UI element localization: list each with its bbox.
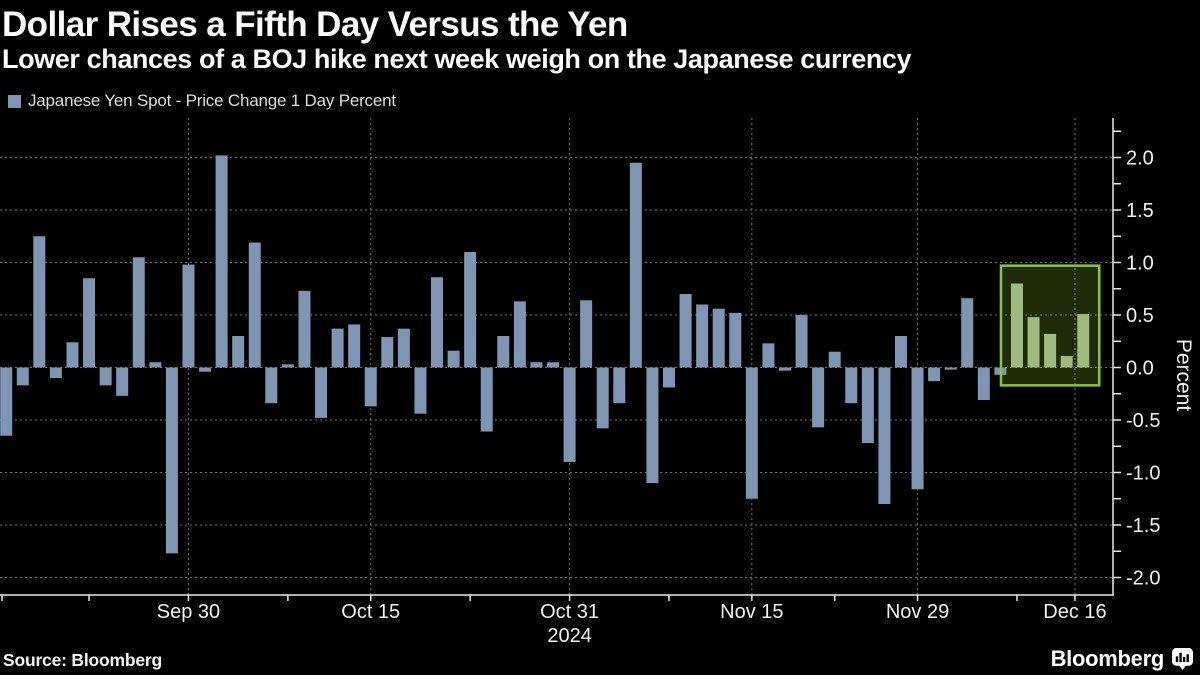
bar bbox=[563, 367, 576, 462]
bar bbox=[49, 367, 62, 378]
bar bbox=[248, 242, 261, 368]
bar bbox=[298, 290, 311, 368]
bar bbox=[331, 328, 344, 368]
y-tick-label: -1.0 bbox=[1126, 463, 1160, 485]
bar bbox=[1010, 283, 1023, 368]
x-tick-label: Sep 30 bbox=[157, 601, 220, 623]
chart-subtitle: Lower chances of a BOJ hike next week we… bbox=[2, 44, 912, 74]
bar bbox=[414, 367, 427, 414]
bar bbox=[795, 315, 808, 368]
y-tick-label: -2.0 bbox=[1126, 568, 1160, 590]
highlight-box bbox=[999, 264, 1101, 387]
bar bbox=[497, 336, 510, 368]
legend-label: Japanese Yen Spot - Price Change 1 Day P… bbox=[28, 91, 396, 110]
bar bbox=[696, 304, 709, 368]
bar bbox=[1077, 313, 1090, 368]
bar bbox=[0, 367, 13, 436]
bar bbox=[845, 367, 858, 404]
bar bbox=[894, 336, 907, 368]
bar bbox=[961, 298, 974, 368]
bar bbox=[977, 367, 990, 401]
bar bbox=[580, 300, 593, 368]
bar bbox=[182, 264, 195, 368]
bar bbox=[66, 342, 79, 368]
y-tick-label: 2.0 bbox=[1126, 148, 1154, 170]
bar bbox=[132, 257, 145, 368]
bar bbox=[281, 364, 294, 368]
x-tick-label: Dec 16 bbox=[1043, 601, 1106, 623]
bar bbox=[729, 312, 742, 368]
bar bbox=[232, 336, 245, 368]
bar bbox=[762, 343, 775, 368]
bar bbox=[613, 367, 626, 404]
bloomberg-logo-text: Bloomberg bbox=[1050, 646, 1165, 671]
bar bbox=[1027, 317, 1040, 368]
bar bbox=[1044, 333, 1057, 368]
x-tick-label: Nov 29 bbox=[886, 601, 949, 623]
bloomberg-logo: Bloomberg bbox=[1051, 646, 1193, 672]
x-axis-year-label: 2024 bbox=[547, 625, 592, 647]
bar bbox=[878, 367, 891, 504]
x-tick-label: Nov 15 bbox=[720, 601, 783, 623]
y-tick-label: 0.0 bbox=[1126, 358, 1154, 380]
bar bbox=[828, 351, 841, 368]
bar bbox=[596, 367, 609, 429]
y-tick-label: 1.0 bbox=[1126, 253, 1154, 275]
bar bbox=[265, 367, 278, 404]
bloomberg-chart-bubble-icon bbox=[1172, 647, 1193, 670]
bar bbox=[480, 367, 493, 432]
bar bbox=[547, 362, 560, 368]
bar bbox=[911, 367, 924, 490]
y-axis-title: Percent bbox=[1172, 339, 1195, 412]
bar bbox=[679, 294, 692, 368]
bar bbox=[712, 308, 725, 368]
bar bbox=[447, 350, 460, 368]
bar bbox=[83, 278, 96, 368]
bar bbox=[464, 252, 477, 368]
chart-title: Dollar Rises a Fifth Day Versus the Yen bbox=[2, 5, 628, 44]
bar bbox=[33, 236, 46, 368]
bar bbox=[16, 367, 29, 386]
legend-swatch-icon bbox=[8, 94, 21, 108]
bar bbox=[99, 367, 112, 386]
y-tick-label: 1.5 bbox=[1126, 200, 1154, 222]
bar bbox=[530, 362, 543, 368]
y-tick-label: -0.5 bbox=[1126, 410, 1160, 432]
bar bbox=[431, 277, 444, 368]
x-tick-label: Oct 15 bbox=[341, 601, 400, 623]
y-tick-label: -1.5 bbox=[1126, 515, 1160, 537]
bar bbox=[812, 367, 825, 428]
bar bbox=[513, 301, 526, 368]
bar bbox=[348, 324, 361, 368]
bar bbox=[397, 328, 410, 368]
source-credit: Source: Bloomberg bbox=[3, 650, 162, 670]
bar bbox=[116, 367, 129, 396]
bar bbox=[745, 367, 758, 499]
bar bbox=[364, 367, 377, 407]
bar bbox=[629, 162, 642, 368]
y-tick-label: 0.5 bbox=[1126, 305, 1154, 327]
bar bbox=[1060, 355, 1073, 368]
bar bbox=[149, 362, 162, 368]
bar bbox=[944, 367, 957, 370]
bar bbox=[663, 367, 675, 388]
bar bbox=[778, 367, 791, 371]
bar bbox=[646, 367, 659, 483]
bar bbox=[315, 367, 328, 418]
bar bbox=[381, 337, 394, 368]
legend: Japanese Yen Spot - Price Change 1 Day P… bbox=[8, 91, 396, 111]
bar bbox=[165, 367, 178, 554]
bar bbox=[199, 367, 212, 372]
x-tick-label: Oct 31 bbox=[540, 601, 599, 623]
bar bbox=[215, 155, 228, 368]
bar bbox=[928, 367, 941, 382]
bar bbox=[861, 367, 874, 444]
